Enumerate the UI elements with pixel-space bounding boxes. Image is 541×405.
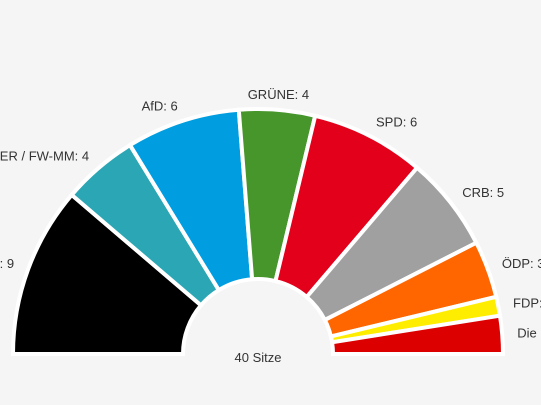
seat-label-fdp: FDP: 1 (513, 295, 541, 310)
total-seats-label: 40 Sitze (235, 350, 282, 365)
seat-label-afd: AfD: 6 (142, 99, 178, 114)
seat-label-die-linke: Die Linke: 2 (517, 326, 541, 341)
seat-slice-die-linke (329, 313, 506, 356)
seat-label-oedp: ÖDP: 3 (502, 256, 541, 271)
seat-label-crb: CRB: 5 (462, 185, 504, 200)
seat-label-gruene: GRÜNE: 4 (248, 87, 309, 102)
seat-label-freie-waehler-fw-mm: FREIE WÄHLER / FW-MM: 4 (0, 148, 89, 163)
seat-slice-csu (10, 192, 204, 356)
seat-label-csu: CSU: 9 (0, 256, 14, 271)
seat-label-spd: SPD: 6 (376, 114, 417, 129)
